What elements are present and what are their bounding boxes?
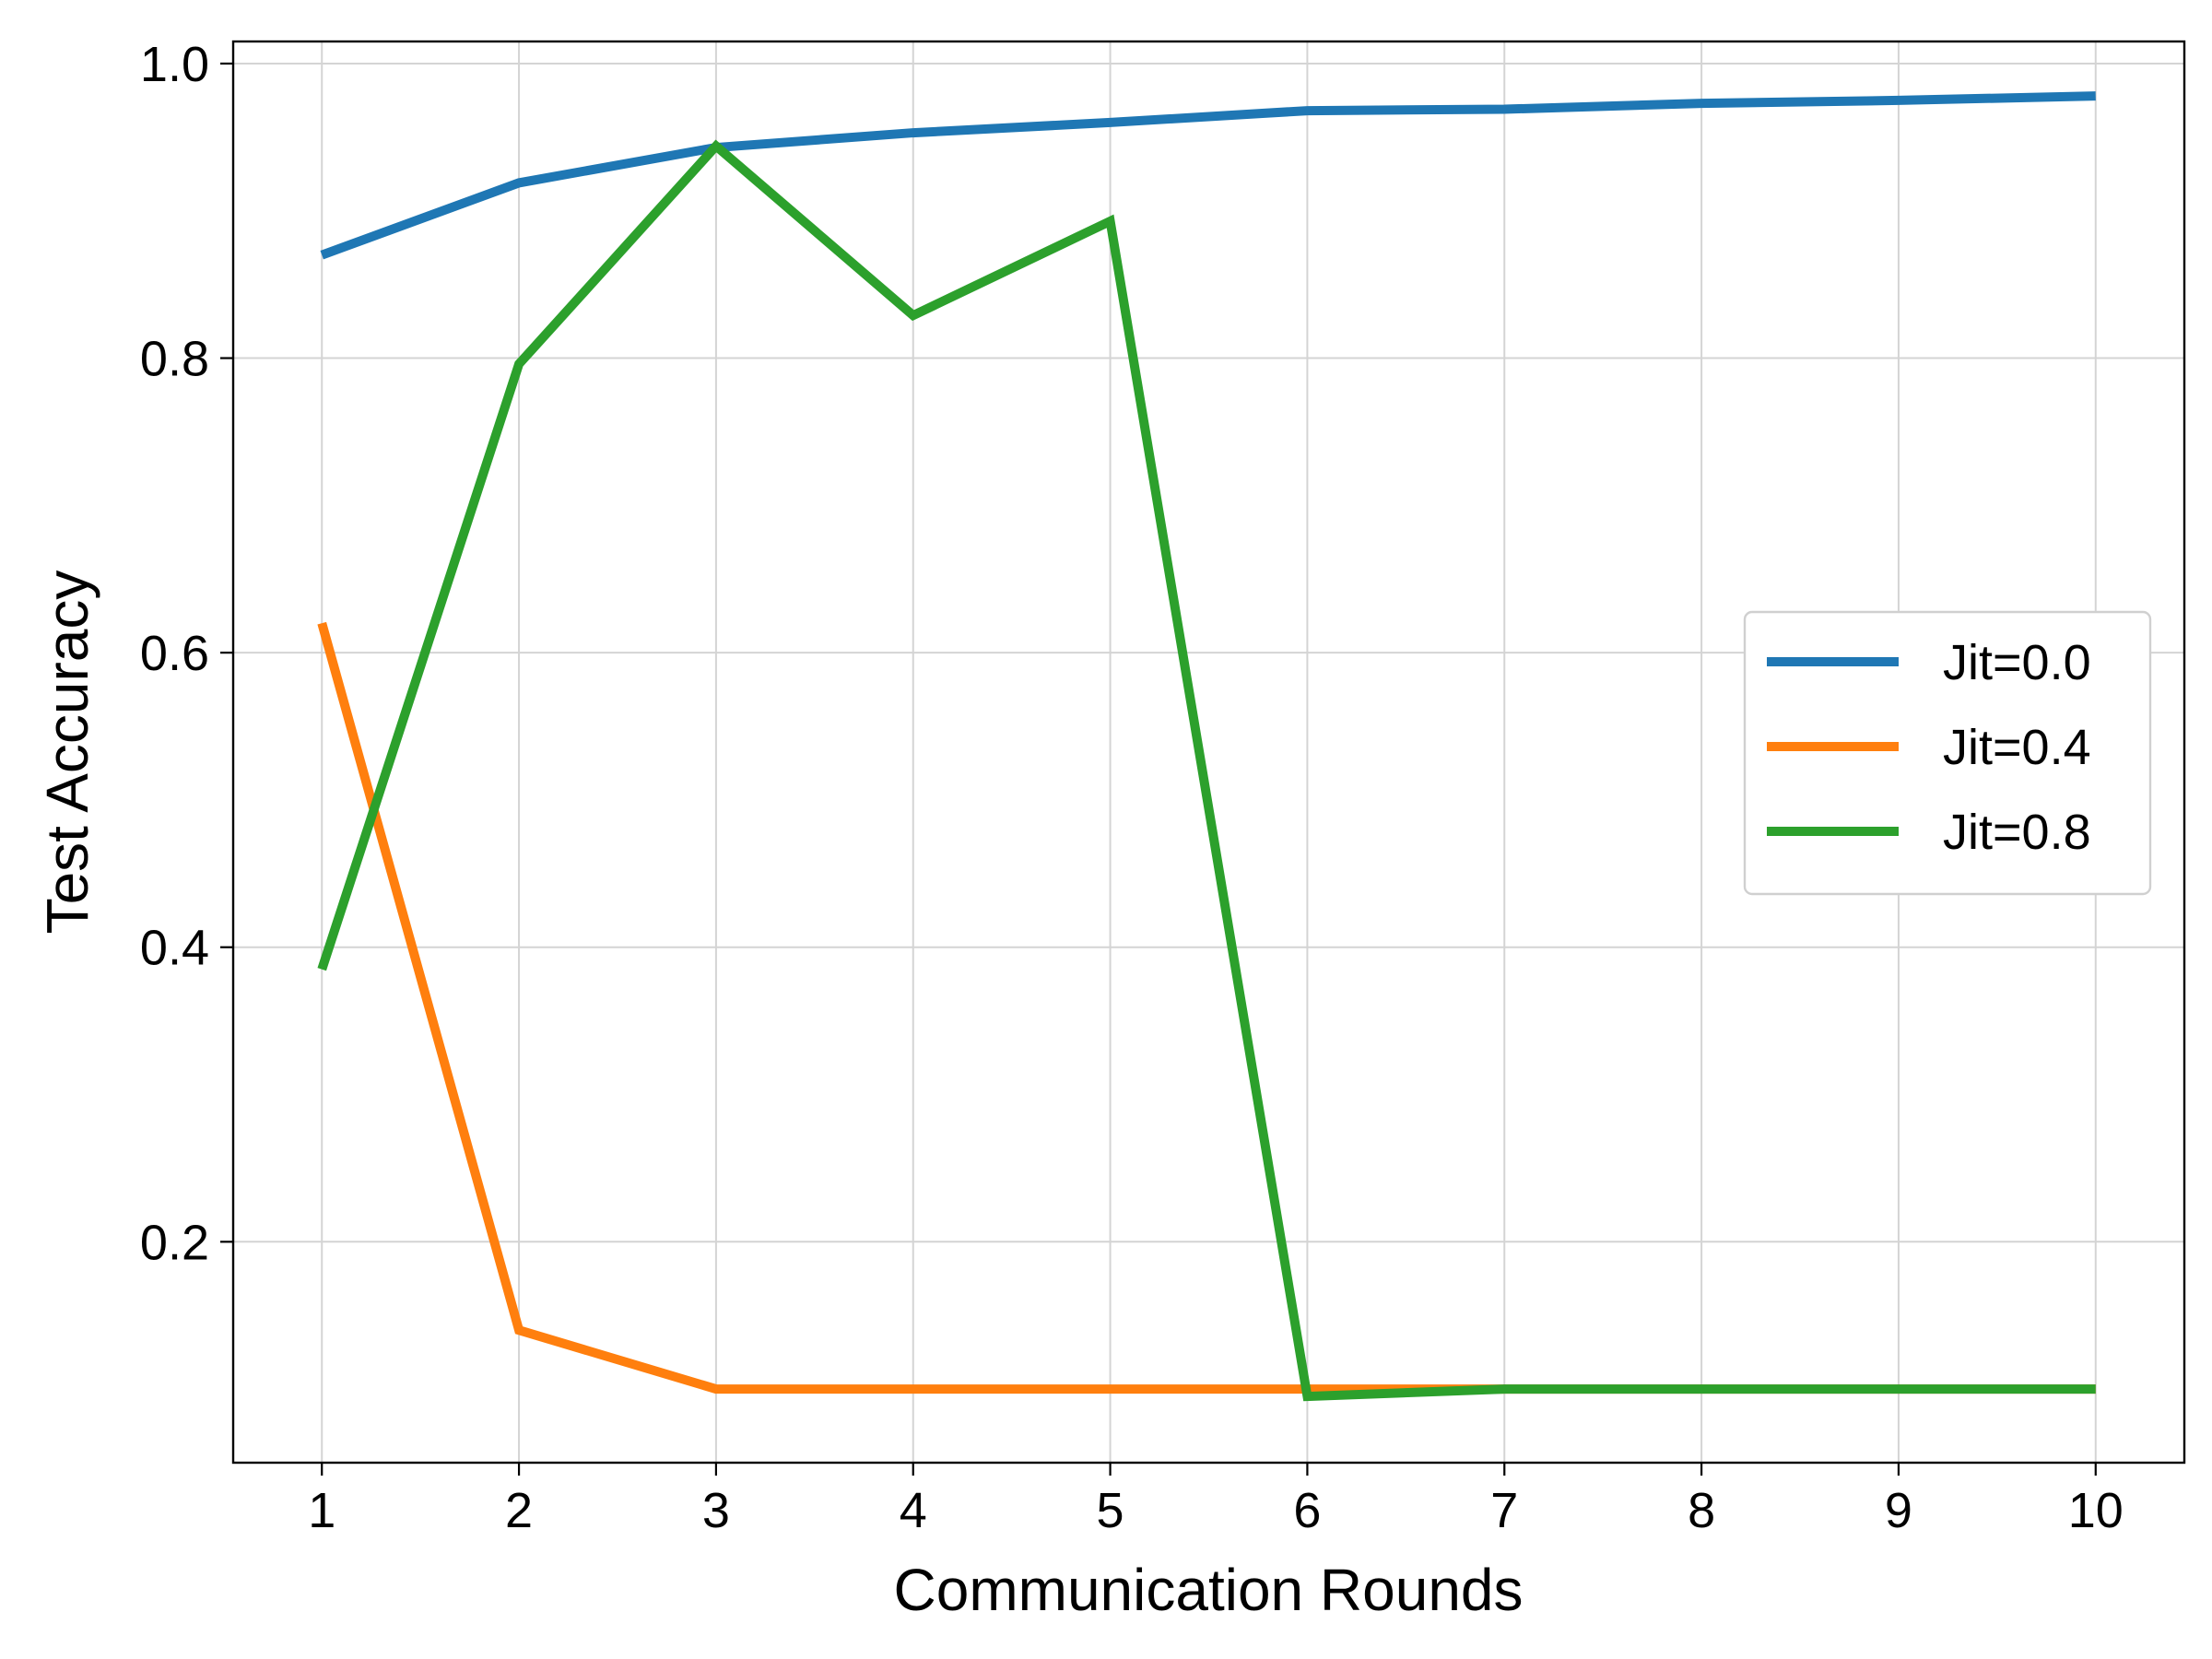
- legend: Jit=0.0 Jit=0.4 Jit=0.8: [1743, 610, 2152, 896]
- x-tick-label: 1: [308, 1483, 335, 1538]
- legend-label: Jit=0.8: [1943, 805, 2091, 860]
- y-tick-label: 0.2: [140, 1215, 209, 1270]
- x-tick-label: 10: [2068, 1483, 2124, 1538]
- y-tick-label: 1.0: [140, 37, 209, 92]
- plot-frame: [231, 40, 2186, 1465]
- x-tick-label: 6: [1293, 1483, 1321, 1538]
- legend-label: Jit=0.0: [1943, 635, 2091, 690]
- x-axis-title: Communication Rounds: [894, 1557, 1524, 1623]
- y-tick-label: 0.4: [140, 921, 209, 976]
- legend-label: Jit=0.4: [1943, 720, 2091, 775]
- y-axis-title: Test Accuracy: [34, 571, 100, 935]
- y-tick-label: 0.8: [140, 332, 209, 387]
- x-tick-label: 5: [1097, 1483, 1124, 1538]
- series-line-1: [320, 91, 2096, 260]
- legend-box: [1743, 610, 2152, 896]
- x-tick-label: 3: [702, 1483, 730, 1538]
- series-line-3: [317, 139, 2096, 1402]
- x-tick-label: 9: [1885, 1483, 1912, 1538]
- y-tick-label: 0.6: [140, 626, 209, 681]
- x-tick-label: 7: [1490, 1483, 1518, 1538]
- x-tick-label: 2: [505, 1483, 533, 1538]
- x-tick-label: 8: [1688, 1483, 1715, 1538]
- axis-ticks: 1 2 3 4 5 6 7 8 9 10 0.2 0.4 0.6 0.8 1.0: [140, 37, 2124, 1538]
- x-tick-label: 4: [900, 1483, 927, 1538]
- series-lines: [317, 91, 2096, 1402]
